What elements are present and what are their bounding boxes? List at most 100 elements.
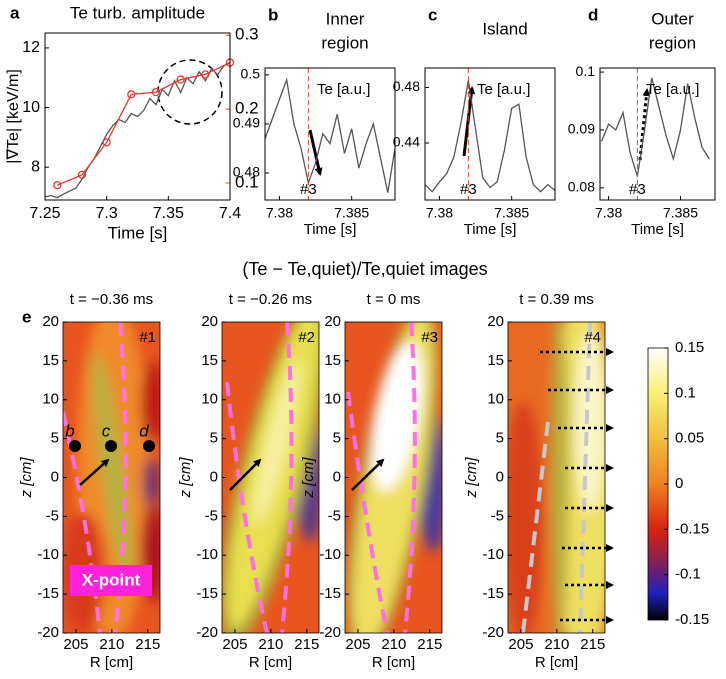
frame-title: t = 0 ms: [367, 291, 421, 308]
x-axis-label: R [cm]: [535, 654, 578, 671]
panel-title: Island: [482, 19, 527, 38]
y-tick-label: -10: [196, 546, 218, 563]
colorbar-label: 0.05: [675, 430, 704, 447]
series-marker: [127, 90, 136, 99]
section-title: (Te − Te,quiet)/Te,quiet images: [242, 259, 487, 279]
panel-title: Te turb. amplitude: [70, 3, 205, 22]
y-tick-label: 5: [496, 430, 504, 447]
x-tick-label: 7.385: [334, 205, 369, 221]
y-tick-label: 20: [42, 313, 59, 330]
y-tick-label: -20: [196, 624, 218, 641]
panel-title: region: [321, 33, 368, 52]
series-marker: [77, 170, 87, 180]
x-tick-label: 7.38: [595, 205, 622, 221]
colorbar-label: -0.15: [675, 520, 709, 537]
y-tick-label: -5: [328, 507, 341, 524]
panel-letter: a: [10, 3, 20, 22]
y-tick-label: -10: [482, 546, 504, 563]
y-tick-label: 0: [333, 468, 341, 485]
x-tick-label: 205: [508, 636, 533, 653]
colorbar-label: 0: [675, 475, 683, 492]
flow-arrows: [540, 348, 614, 624]
x-axis-label: R [cm]: [249, 654, 292, 671]
arrow-b: [308, 129, 323, 176]
x-tick-label: 205: [345, 636, 370, 653]
xpoint-label: X-point: [82, 570, 141, 589]
y-tick-label: -20: [37, 624, 59, 641]
panel-title: region: [649, 33, 696, 52]
axes-frame: [44, 32, 231, 201]
colorbar-label: -0.1: [675, 566, 701, 583]
x-tick-label: 7.38: [426, 205, 453, 221]
y-axis-label: z [cm]: [463, 457, 480, 499]
y-tick-label: 10: [487, 391, 504, 408]
y-tick-label: 0: [51, 468, 59, 485]
event-label: #3: [460, 181, 477, 198]
y-tick-label: 15: [324, 352, 341, 369]
y-tick-label: 15: [201, 352, 218, 369]
point-label: c: [102, 421, 111, 440]
x-axis-label: Time [s]: [304, 221, 357, 238]
series-line: [424, 80, 556, 193]
axes-frame: [424, 67, 556, 201]
x-tick-label: 210: [99, 636, 124, 653]
y-tick-label: -10: [319, 546, 341, 563]
y-tick-label: 0.5: [241, 66, 261, 82]
y-tick-label: 12: [22, 39, 40, 56]
y-tick-label: 0.48: [393, 78, 420, 94]
y-tick-label: -5: [491, 507, 504, 524]
panel-letter: d: [588, 5, 598, 24]
panel-letter: e: [22, 307, 31, 326]
y-tick-label: 0.08: [568, 179, 595, 195]
x-tick-label: 7.38: [266, 205, 293, 221]
y-axis-label: z [cm]: [18, 457, 35, 499]
y-tick-label: 20: [487, 313, 504, 330]
colorbar-label: 0.15: [675, 339, 704, 356]
x-tick-label: 7.35: [153, 205, 184, 222]
y-tick-label: 0.1: [576, 63, 596, 79]
x-axis-label: R [cm]: [372, 654, 415, 671]
frame-tag: #3: [421, 329, 438, 346]
y-tick-label: 0: [210, 468, 218, 485]
heatmap-1: [63, 322, 160, 633]
y-tick-label: 0.48: [233, 164, 260, 180]
x-axis-label: R [cm]: [90, 654, 133, 671]
series-line: [600, 77, 710, 177]
x-tick-label: 215: [417, 636, 442, 653]
series-line: [57, 61, 231, 186]
y2-tick-label: 0.2: [235, 99, 259, 118]
y-tick-label: 0.09: [568, 121, 595, 137]
panel-title: Inner: [326, 9, 365, 28]
x-axis-label: Time [s]: [631, 221, 684, 238]
y-tick-label: 5: [210, 430, 218, 447]
x-tick-label: 205: [222, 636, 247, 653]
panel-letter: b: [268, 5, 278, 24]
y-tick-label: -5: [46, 507, 59, 524]
y-tick-label: 8: [31, 158, 40, 175]
x-tick-label: 7.385: [663, 205, 698, 221]
x-tick-label: 7.385: [494, 205, 529, 221]
x-tick-label: 215: [294, 636, 319, 653]
x-tick-label: 215: [580, 636, 605, 653]
x-tick-label: 210: [381, 636, 406, 653]
y-tick-label: -5: [205, 507, 218, 524]
x-tick-label: 210: [258, 636, 283, 653]
y-axis-label: z [cm]: [177, 457, 194, 499]
y-tick-label: 0.49: [233, 115, 260, 131]
series-marker: [151, 87, 161, 97]
series-line: [44, 62, 231, 199]
y-tick-label: 10: [22, 99, 40, 116]
y-tick-label: 15: [487, 352, 504, 369]
y-tick-label: 0: [496, 468, 504, 485]
series-marker: [201, 70, 210, 79]
y-tick-label: -10: [37, 546, 59, 563]
point-label: d: [139, 421, 149, 440]
y-tick-label: -15: [319, 585, 341, 602]
y-tick-label: -15: [196, 585, 218, 602]
series-marker: [102, 138, 111, 147]
y-tick-label: 20: [201, 313, 218, 330]
x-tick-label: 210: [544, 636, 569, 653]
x-axis-label: Time [s]: [464, 221, 517, 238]
annotation: Te [a.u.]: [477, 81, 530, 98]
colorbar-label: 0.1: [675, 384, 696, 401]
